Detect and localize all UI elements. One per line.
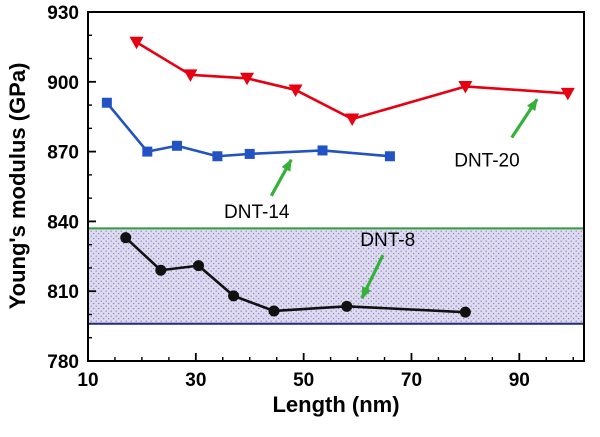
marker-DNT-20 — [345, 113, 360, 127]
marker-DNT-8 — [120, 232, 132, 244]
marker-DNT-20 — [458, 80, 473, 94]
annotation-arrow-DNT-14 — [269, 158, 293, 197]
marker-DNT-20 — [560, 87, 575, 101]
marker-DNT-8 — [228, 290, 240, 302]
y-tick-label: 930 — [47, 3, 79, 24]
x-axis-title: Length (nm) — [272, 392, 399, 417]
plot-border — [87, 11, 585, 362]
annotation-label-DNT-20: DNT-20 — [454, 151, 519, 172]
x-tick-label: 70 — [401, 370, 422, 391]
marker-DNT-8 — [155, 264, 167, 276]
x-tick-label: 10 — [77, 370, 98, 391]
annotation-arrow-DNT-20 — [510, 98, 539, 139]
annotation-DNT-20: DNT-20 — [454, 98, 539, 172]
x-tick-label: 30 — [185, 370, 206, 391]
annotation-DNT-8: DNT-8 — [360, 230, 415, 300]
marker-DNT-20 — [240, 72, 255, 86]
annotation-label-DNT-8: DNT-8 — [360, 230, 415, 251]
marker-DNT-8 — [268, 305, 280, 317]
marker-DNT-14 — [317, 145, 328, 156]
marker-DNT-8 — [459, 306, 471, 318]
marker-DNT-14 — [384, 151, 395, 162]
y-tick-label: 870 — [47, 143, 79, 164]
annotation-DNT-14: DNT-14 — [224, 158, 293, 223]
marker-DNT-14 — [142, 146, 153, 157]
series-DNT-14 — [101, 97, 395, 162]
marker-DNT-8 — [341, 300, 353, 312]
marker-DNT-14 — [101, 97, 112, 108]
annotations: DNT-20 DNT-14 DNT-8 — [224, 98, 539, 300]
axes: 10 30 50 70 90 780 810 840 870 900 930 — [47, 3, 585, 391]
marker-DNT-20 — [129, 36, 144, 50]
x-tick-label: 50 — [293, 370, 314, 391]
marker-DNT-14 — [244, 148, 255, 159]
series-line-DNT-20 — [135, 40, 570, 121]
marker-DNT-20 — [288, 84, 303, 97]
series-DNT-20 — [129, 36, 575, 127]
data-series — [101, 36, 575, 318]
y-tick-label: 840 — [47, 212, 79, 233]
series-DNT-8 — [120, 232, 471, 318]
band-fill — [88, 228, 584, 324]
shaded-band — [88, 227, 584, 325]
marker-DNT-14 — [171, 140, 182, 151]
annotation-arrow-DNT-8 — [360, 254, 385, 300]
y-tick-label: 780 — [47, 352, 79, 373]
annotation-label-DNT-14: DNT-14 — [224, 202, 290, 223]
y-tick-label: 900 — [47, 73, 79, 94]
marker-DNT-20 — [183, 69, 198, 82]
marker-DNT-8 — [193, 260, 205, 272]
x-tick-label: 90 — [509, 370, 530, 391]
y-tick-label: 810 — [47, 282, 79, 303]
y-axis-title: Young's modulus (GPa) — [5, 63, 30, 310]
marker-DNT-14 — [212, 151, 223, 162]
